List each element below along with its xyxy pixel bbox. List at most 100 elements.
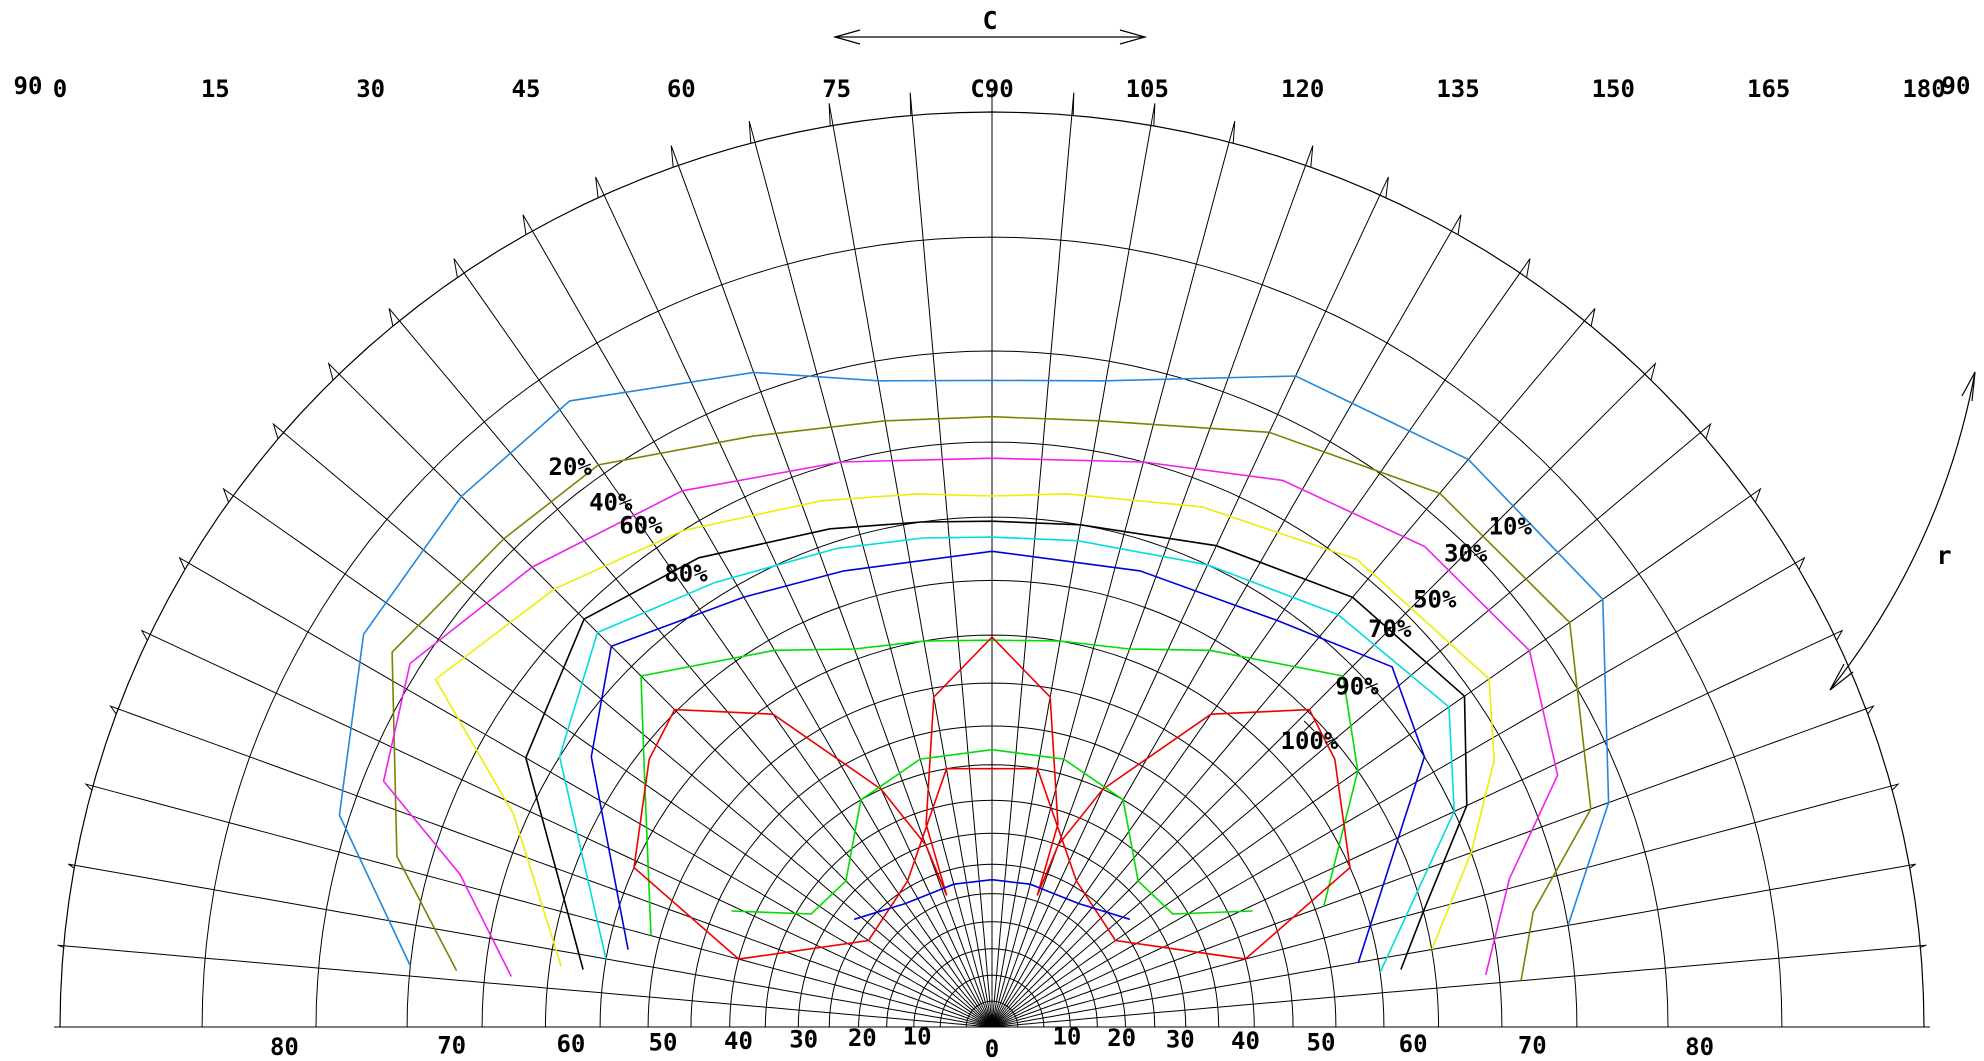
r-tick-label-right: 90 [1942,72,1971,100]
grid-radial-line [595,176,993,1028]
grid-ring [797,832,1187,1028]
contour-line [853,878,1131,921]
grid-radial-line [991,705,1875,1028]
c-tick-label: 60 [667,75,696,103]
c-tick-label: 135 [1436,75,1479,103]
grid-radial-line [327,362,993,1028]
tick-labels: 0 15 30 45 60 75 C90 105 120 135 150 165 180 0 10 10 20 2… [14,72,1971,1061]
c-tick-label: 75 [822,75,851,103]
grid-radial-line [109,705,993,1028]
grid-radial-line [178,556,993,1028]
c-tick-label: 120 [1281,75,1324,103]
contour-label: 10% [1489,513,1533,541]
grid-radial-line [68,863,993,1028]
r-tick-label-right: 10 [1052,1023,1081,1051]
c-tick-label: C90 [970,75,1013,103]
contour-line [731,748,1253,915]
grid-ring [965,1000,1019,1028]
r-tick-label-right: 60 [1399,1030,1428,1058]
grid-radial-line [522,214,993,1028]
grid-radial-line [991,214,1462,1028]
c-axis-label: C [982,6,997,35]
grid-ring [406,441,1578,1028]
grid-ring [913,948,1071,1028]
r-tick-label-right: 20 [1107,1024,1136,1052]
contour-label: 100% [1281,727,1339,755]
contour-label: 50% [1413,585,1457,613]
contour-line [391,415,1592,981]
grid-radial-line [991,362,1657,1028]
contour-line [558,536,1456,973]
grid-radial-line [991,422,1712,1028]
contour-line [590,550,1426,963]
grid-radial-line [453,258,993,1028]
grid-radial-line [222,487,993,1028]
grid-radial-line [991,783,1900,1028]
grid-ring [886,921,1098,1028]
grid-radial-line [991,556,1806,1028]
contours [338,371,1610,981]
grid-radial-line [57,944,993,1028]
contour-line [640,639,1359,936]
grid-radial-line [991,308,1596,1028]
grid-radial-line [272,422,993,1028]
grid-radial-line [991,629,1844,1028]
r-tick-label-right: 50 [1307,1029,1336,1057]
grid-radial-line [991,145,1314,1028]
grid-radial-line [991,487,1762,1028]
r-tick-label-right: 80 [1685,1033,1714,1061]
grid-radial-line [388,308,993,1028]
r-tick-label-right: 70 [1518,1032,1547,1060]
r-tick-label: 0 [985,1035,999,1061]
grid-radial-line [748,120,993,1028]
grid-radial-line [991,92,1075,1028]
grid-radial-line [909,92,993,1028]
r-tick-label-left: 90 [14,72,43,100]
grid-radial-line [991,176,1389,1028]
grid-ring [201,236,1783,1028]
r-tick-label-left: 60 [556,1030,585,1058]
grid-ring [481,516,1503,1028]
c-tick-label: 150 [1592,75,1635,103]
grid-radial-line [670,145,993,1028]
r-tick-label-left: 80 [270,1033,299,1061]
grid-radial-line [991,258,1531,1028]
r-tick-label-left: 70 [437,1032,466,1060]
c-tick-label: 45 [512,75,541,103]
r-tick-label-left: 40 [724,1027,753,1055]
contour-line [434,493,1496,967]
grid-radial-line [828,103,993,1028]
grid-ring [828,863,1156,1028]
contour-label: 30% [1444,539,1488,567]
grid-ring [858,893,1126,1028]
grid-ring [647,682,1337,1028]
grid-radial-line [140,629,993,1028]
grid-outer-boundary [59,111,1925,1028]
grid [54,89,1930,1028]
r-tick-label-left: 50 [649,1029,678,1057]
r-axis-label: r [1936,541,1951,570]
peak-marker [1303,720,1315,732]
grid-ring [729,764,1255,1028]
r-tick-label-left: 10 [903,1023,932,1051]
r-tick-label-left: 20 [848,1024,877,1052]
grid-ring [690,725,1294,1028]
contour-labels: 10% 20% 30% 40% 50% 60% 70% 80% 90% 100% [549,453,1533,755]
contour-label: 80% [664,559,708,587]
c-tick-label: 30 [356,75,385,103]
contour-label: 60% [619,512,663,540]
contour-line [382,457,1559,977]
contour-label: 70% [1368,615,1412,643]
grid-ring [939,974,1045,1027]
contour-line [633,635,1351,960]
grid-ring [544,579,1440,1028]
c-tick-label: 165 [1747,75,1790,103]
contour-line [524,520,1468,970]
grid-radial-line [991,944,1927,1028]
grid-radial-line [991,103,1156,1028]
contour-line [338,371,1610,967]
contour-label: 90% [1335,673,1379,701]
contour-label: 40% [589,488,633,516]
c-tick-label: 105 [1126,75,1169,103]
